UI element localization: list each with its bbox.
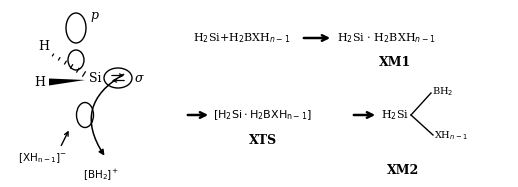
- Text: BH$_2$: BH$_2$: [432, 86, 453, 98]
- Text: p: p: [90, 8, 98, 22]
- Text: H: H: [38, 40, 49, 53]
- Text: $[\mathrm{XH_{n-1}}]^{-}$: $[\mathrm{XH_{n-1}}]^{-}$: [18, 151, 67, 165]
- Text: H$_2$Si+H$_2$BXH$_{n-1}$: H$_2$Si+H$_2$BXH$_{n-1}$: [193, 31, 290, 45]
- Text: XM1: XM1: [379, 56, 411, 68]
- Text: H: H: [34, 76, 45, 88]
- Text: H$_2$Si $\cdot$ H$_2$BXH$_{n-1}$: H$_2$Si $\cdot$ H$_2$BXH$_{n-1}$: [337, 31, 436, 45]
- Polygon shape: [49, 79, 85, 85]
- Text: σ: σ: [135, 71, 143, 85]
- Text: H$_2$Si: H$_2$Si: [381, 108, 409, 122]
- Text: Si: Si: [89, 71, 102, 85]
- Text: XTS: XTS: [249, 134, 277, 146]
- Text: XH$_{n-1}$: XH$_{n-1}$: [434, 130, 468, 142]
- Text: XM2: XM2: [387, 163, 419, 177]
- FancyArrowPatch shape: [91, 74, 124, 154]
- Text: $[\mathrm{BH_2}]^{+}$: $[\mathrm{BH_2}]^{+}$: [83, 168, 119, 183]
- Text: $\left[\mathrm{H_2Si \cdot H_2BXH_{n-1}}\right]$: $\left[\mathrm{H_2Si \cdot H_2BXH_{n-1}}…: [213, 108, 312, 122]
